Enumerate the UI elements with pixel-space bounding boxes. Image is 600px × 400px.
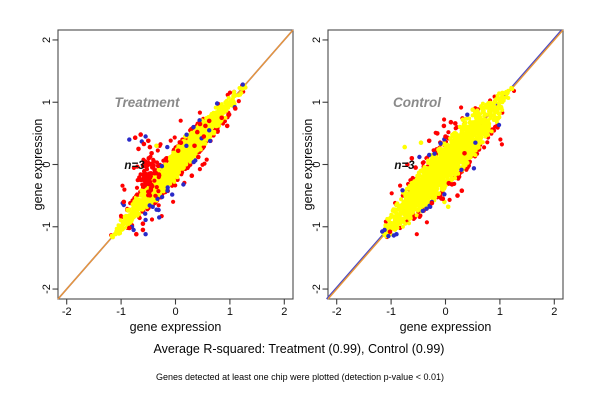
x-tick-label: -2: [62, 306, 72, 318]
y-tick-label: -2: [41, 284, 53, 294]
control-xaxis-title: gene expression: [400, 320, 492, 334]
x-tick-label: 0: [442, 306, 448, 318]
treatment-axes: -2 -1 0 1 2 -2 -1 0 1 2: [41, 29, 294, 318]
x-tick-label: 2: [551, 306, 557, 318]
treatment-points: [109, 82, 248, 240]
plot-note: Genes detected at least one chip were pl…: [156, 372, 444, 382]
flagged-cluster-points: [131, 157, 162, 198]
control-points: [380, 85, 517, 240]
y-tick-label: -2: [311, 284, 323, 294]
rsquared-summary: Average R-squared: Treatment (0.99), Con…: [154, 342, 445, 356]
y-tick-label: 1: [311, 99, 323, 105]
x-tick-label: -1: [386, 306, 396, 318]
x-tick-label: 1: [497, 306, 503, 318]
control-panel: -2 -1 0 1 2 -2 -1 0 1 2 Control n=3 gene expressi…: [301, 29, 564, 334]
treatment-yaxis-title: gene expression: [31, 119, 45, 211]
y-tick-label: 0: [311, 161, 323, 167]
y-tick-label: -1: [41, 222, 53, 232]
x-tick-label: 1: [227, 306, 233, 318]
isolated-dense-points: [402, 107, 476, 210]
control-yaxis-title: gene expression: [301, 119, 315, 211]
y-tick-label: -1: [311, 222, 323, 232]
control-annotation: Control: [393, 95, 441, 110]
marginal-points: [380, 112, 502, 239]
x-tick-label: 2: [281, 306, 287, 318]
x-tick-label: -1: [116, 306, 126, 318]
treatment-xaxis-title: gene expression: [130, 320, 222, 334]
control-axes: -2 -1 0 1 2 -2 -1 0 1 2: [311, 29, 564, 318]
flagged-points: [121, 106, 238, 237]
treatment-annotation: Treatment: [114, 95, 180, 110]
x-tick-label: 0: [172, 306, 178, 318]
control-n-label: n=3: [394, 160, 415, 172]
cloud-points: [380, 85, 515, 239]
y-tick-label: 0: [41, 161, 53, 167]
x-tick-label: -2: [332, 306, 342, 318]
y-tick-label: 2: [41, 37, 53, 43]
y-tick-label: 2: [311, 37, 323, 43]
flagged-points: [387, 119, 467, 235]
treatment-panel: -2 -1 0 1 2 -2 -1 0 1 2 Treatment n=3 gene expres…: [31, 29, 294, 334]
y-tick-label: 1: [41, 99, 53, 105]
treatment-n-label: n=3: [124, 160, 145, 172]
